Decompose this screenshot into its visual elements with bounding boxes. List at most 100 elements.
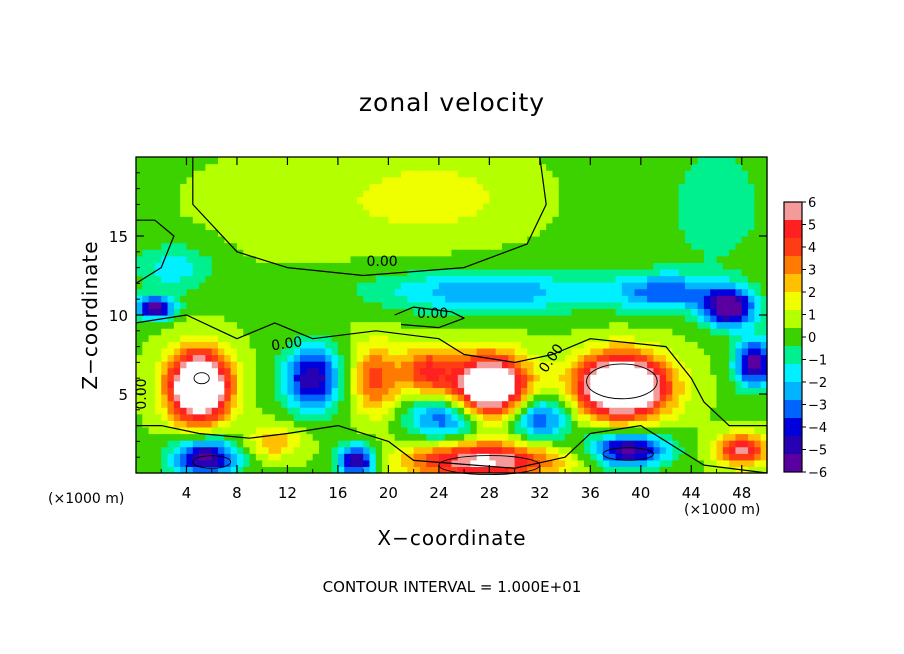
heatmap-cell: [489, 209, 497, 217]
heatmap-cell: [735, 308, 743, 316]
heatmap-cell: [640, 275, 648, 283]
heatmap-cell: [621, 189, 629, 198]
heatmap-cell: [470, 295, 478, 303]
heatmap-cell: [318, 262, 326, 270]
heatmap-cell: [558, 242, 566, 250]
heatmap-cell: [432, 216, 440, 224]
heatmap-cell: [274, 196, 282, 204]
heatmap-cell: [243, 157, 251, 165]
heatmap-cell: [684, 249, 692, 257]
heatmap-cell: [577, 268, 585, 277]
heatmap-cell: [274, 255, 282, 263]
heatmap-cell: [609, 374, 617, 382]
heatmap-cell: [666, 236, 673, 244]
heatmap-cell: [350, 459, 358, 468]
x-axis: 4 8 12 16 20 24 28 32 36 40 44 48: [160, 157, 751, 502]
heatmap-cell: [710, 315, 718, 323]
heatmap-cell: [344, 334, 352, 342]
heatmap-cell: [741, 400, 749, 408]
heatmap-cell: [268, 222, 276, 231]
heatmap-cell: [148, 328, 156, 336]
heatmap-cell: [710, 394, 718, 402]
heatmap-cell: [419, 176, 427, 184]
heatmap-cell: [255, 446, 263, 454]
heatmap-cell: [445, 242, 453, 250]
heatmap-cell: [520, 176, 528, 184]
heatmap-cell: [520, 328, 528, 336]
heatmap-cell: [546, 380, 554, 389]
heatmap-cell: [729, 420, 737, 428]
heatmap-cell: [678, 282, 686, 290]
heatmap-cell: [678, 216, 686, 224]
heatmap-cell: [255, 413, 263, 421]
heatmap-cell: [413, 183, 421, 191]
heatmap-cell: [363, 400, 371, 408]
heatmap-cell: [394, 466, 402, 474]
heatmap-cell: [602, 446, 610, 454]
heatmap-cell: [602, 301, 610, 310]
heatmap-cell: [684, 189, 692, 198]
heatmap-cell: [407, 262, 415, 270]
heatmap-cell: [192, 315, 200, 323]
heatmap-cell: [754, 459, 762, 468]
heatmap-cell: [596, 426, 604, 435]
heatmap-cell: [520, 288, 528, 296]
heatmap-cell: [161, 459, 169, 468]
heatmap-cell: [331, 196, 339, 204]
heatmap-cell: [426, 413, 434, 421]
heatmap-cell: [640, 374, 648, 382]
heatmap-cell: [262, 229, 270, 237]
heatmap-cell: [192, 229, 200, 237]
heatmap-cell: [741, 295, 749, 303]
heatmap-cell: [199, 170, 207, 178]
heatmap-cell: [571, 295, 579, 303]
heatmap-cell: [293, 301, 301, 310]
heatmap-cell: [735, 189, 743, 198]
heatmap-cell: [527, 459, 535, 468]
heatmap-cell: [211, 189, 219, 198]
heatmap-cell: [375, 275, 383, 283]
heatmap-cell: [722, 301, 730, 310]
heatmap-cell: [451, 163, 459, 171]
heatmap-cell: [401, 249, 408, 257]
heatmap-cell: [691, 262, 699, 270]
heatmap-cell: [281, 163, 289, 171]
heatmap-cell: [445, 466, 453, 474]
heatmap-cell: [571, 380, 579, 389]
heatmap-cell: [318, 321, 326, 329]
heatmap-cell: [394, 189, 402, 198]
heatmap-cell: [262, 453, 270, 461]
heatmap-cell: [552, 222, 560, 231]
heatmap-cell: [584, 222, 591, 231]
heatmap-cell: [470, 170, 478, 178]
heatmap-cell: [552, 163, 560, 171]
heatmap-cell: [678, 262, 686, 270]
heatmap-cell: [230, 163, 238, 171]
heatmap-cell: [287, 453, 295, 461]
heatmap-cell: [533, 321, 541, 329]
heatmap-cell: [142, 466, 150, 474]
heatmap-cell: [148, 361, 156, 369]
heatmap-cell: [382, 374, 389, 382]
heatmap-cell: [438, 407, 446, 415]
heatmap-cell: [173, 321, 181, 329]
heatmap-cell: [501, 453, 509, 461]
heatmap-cell: [546, 420, 554, 428]
heatmap-cell: [167, 374, 175, 382]
heatmap-cell: [634, 459, 642, 468]
heatmap-cell: [445, 222, 453, 231]
heatmap-cell: [495, 275, 503, 283]
heatmap-cell: [697, 433, 705, 441]
heatmap-cell: [426, 466, 434, 474]
heatmap-cell: [186, 394, 194, 402]
heatmap-cell: [167, 222, 175, 231]
heatmap-cell: [136, 413, 143, 421]
heatmap-cell: [684, 222, 692, 231]
heatmap-cell: [754, 407, 762, 415]
heatmap-cell: [375, 308, 383, 316]
heatmap-cell: [268, 275, 276, 283]
heatmap-cell: [438, 301, 446, 310]
heatmap-cell: [565, 321, 572, 329]
colorbar-swatch: [784, 400, 802, 419]
heatmap-cell: [331, 466, 339, 474]
